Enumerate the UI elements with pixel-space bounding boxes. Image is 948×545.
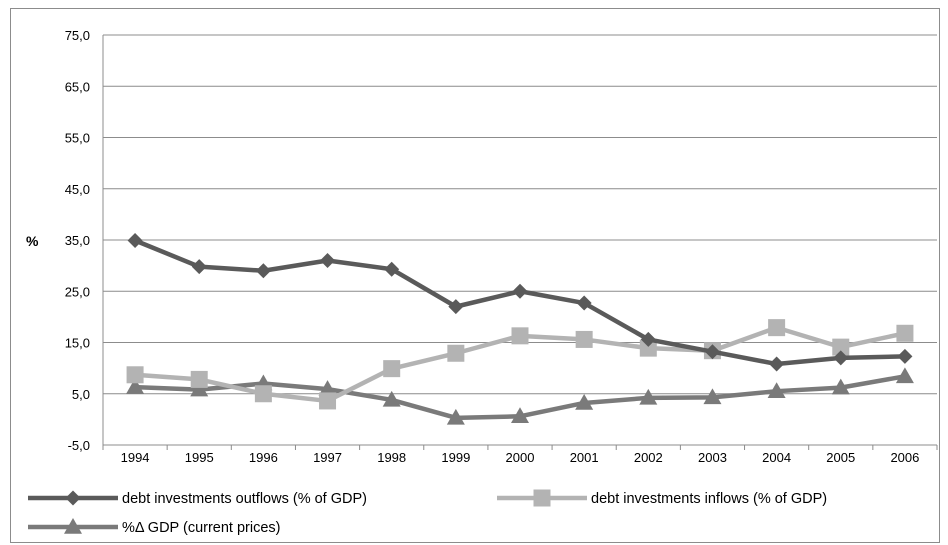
- series-diamond: [127, 233, 913, 372]
- data-point-triangle: [446, 408, 465, 425]
- data-point-triangle: [895, 367, 914, 384]
- legend-label: debt investments inflows (% of GDP): [591, 491, 827, 507]
- axes: 75,0 65,0 55,0 45,0 35,0 25,0 15,0 5,0 -5,0 1994 1…: [65, 28, 938, 465]
- legend-marker-diamond: [65, 490, 81, 506]
- y-tick-label: 45,0: [65, 182, 90, 197]
- data-point-diamond: [255, 263, 271, 279]
- data-point-diamond: [512, 283, 528, 299]
- x-tick-label: 2005: [826, 450, 855, 465]
- legend-label: debt investments outflows (% of GDP): [122, 491, 367, 507]
- data-point-triangle: [511, 407, 529, 424]
- x-tick-label: 1999: [441, 450, 470, 465]
- series-layer: [126, 233, 914, 425]
- data-point-triangle: [126, 378, 145, 394]
- y-tick-label: 5,0: [72, 387, 90, 402]
- x-tick-label: 1994: [121, 450, 150, 465]
- x-tick-label: 1995: [185, 450, 214, 465]
- y-axis-label: %: [26, 233, 39, 249]
- data-point-triangle: [831, 378, 850, 395]
- data-point-triangle: [639, 388, 658, 405]
- y-tick-label: 55,0: [65, 131, 90, 146]
- y-tick-label: 15,0: [65, 336, 90, 351]
- y-tick-label: 25,0: [65, 284, 90, 299]
- data-point-diamond: [127, 233, 143, 249]
- data-point-square: [447, 344, 465, 362]
- legend-label: %Δ GDP (current prices): [122, 520, 281, 536]
- gridlines: [103, 34, 937, 446]
- y-tick-label: 35,0: [65, 233, 90, 248]
- legend-item: debt investments outflows (% of GDP): [28, 490, 367, 507]
- legend-item: debt investments inflows (% of GDP): [497, 489, 827, 507]
- data-point-square: [254, 385, 272, 403]
- y-tick-label: 65,0: [65, 79, 90, 94]
- data-point-diamond: [704, 344, 720, 360]
- data-point-diamond: [448, 299, 464, 315]
- legend-marker-triangle: [64, 518, 82, 534]
- data-point-square: [639, 339, 657, 357]
- legend: debt investments outflows (% of GDP) debt…: [28, 489, 827, 536]
- x-tick-label: 2000: [506, 450, 535, 465]
- data-point-square: [383, 360, 401, 378]
- series-square: [126, 319, 914, 410]
- x-tick-label: 2004: [762, 450, 791, 465]
- x-tick-label: 1998: [377, 450, 406, 465]
- series-line: [134, 238, 905, 367]
- legend-item: %Δ GDP (current prices): [28, 518, 281, 536]
- data-point-diamond: [576, 295, 592, 311]
- x-tick-label: 2003: [698, 450, 727, 465]
- data-point-diamond: [897, 348, 913, 364]
- data-point-triangle: [575, 393, 594, 410]
- data-point-square: [190, 370, 208, 388]
- data-point-diamond: [384, 261, 400, 277]
- data-point-square: [319, 392, 337, 410]
- chart-frame: [10, 8, 940, 543]
- data-point-triangle: [318, 380, 337, 396]
- legend-marker-square: [533, 489, 551, 507]
- data-point-triangle: [767, 382, 786, 398]
- data-point-triangle: [190, 380, 209, 397]
- data-point-square: [126, 366, 144, 384]
- data-point-square: [896, 324, 914, 342]
- series-triangle: [126, 367, 914, 425]
- data-point-square: [575, 330, 593, 348]
- x-tick-label: 2006: [890, 450, 919, 465]
- data-point-diamond: [191, 259, 207, 275]
- x-tick-label: 1996: [249, 450, 278, 465]
- data-point-square: [768, 319, 786, 337]
- y-tick-label: 75,0: [65, 28, 90, 43]
- data-point-diamond: [833, 350, 849, 366]
- x-tick-label: 2002: [634, 450, 663, 465]
- data-point-triangle: [703, 388, 722, 405]
- x-tick-label: 2001: [570, 450, 599, 465]
- data-point-diamond: [320, 253, 336, 268]
- data-point-diamond: [640, 331, 656, 347]
- data-point-square: [832, 338, 850, 356]
- data-point-diamond: [769, 356, 785, 372]
- data-point-square: [511, 327, 529, 345]
- y-tick-label: -5,0: [68, 438, 90, 453]
- x-tick-label: 1997: [313, 450, 342, 465]
- data-point-triangle: [382, 390, 401, 407]
